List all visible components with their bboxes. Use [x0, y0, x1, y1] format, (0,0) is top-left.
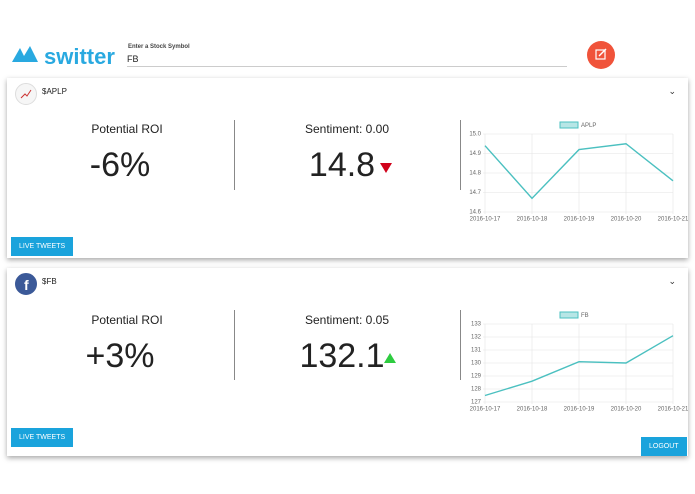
y-tick-label: 14.6 — [469, 210, 481, 216]
divider — [234, 120, 235, 190]
price: 14.8 — [308, 146, 376, 184]
sentiment-label: Sentiment: 0.00 — [304, 122, 390, 136]
y-tick-label: 15.0 — [469, 132, 481, 138]
x-tick-label: 2016-10-19 — [564, 407, 595, 413]
logout-button[interactable]: LOGOUT — [641, 437, 687, 456]
roi-value: +3% — [85, 337, 155, 375]
divider — [234, 310, 235, 380]
chart: 127 128 129 130 131 132 133 2016-10-17 2016-10-1… — [470, 311, 688, 413]
logo-icon — [12, 46, 38, 62]
logo: switter — [44, 44, 115, 69]
y-tick-label: 128 — [471, 387, 482, 393]
expand[interactable]: ⌄ — [668, 276, 676, 286]
x-tick-label: 2016-10-20 — [611, 407, 642, 413]
divider — [460, 120, 461, 190]
live-tweets-button[interactable]: LIVE TWEETS — [11, 237, 74, 256]
chart: 14.6 14.7 14.8 14.9 15.0 2016-10-17 2016-10-18… — [469, 121, 688, 223]
live-tweets-button[interactable]: LIVE TWEETS — [11, 428, 74, 447]
symbol: $FB — [42, 277, 57, 286]
legend-label: FB — [581, 313, 589, 319]
x-tick-label: 2016-10-19 — [564, 217, 595, 223]
y-tick-label: 129 — [471, 374, 482, 380]
x-tick-label: 2016-10-21 — [658, 217, 688, 223]
roi-label: Potential ROI — [91, 313, 163, 327]
input-label: Enter a Stock Symbol — [128, 44, 190, 50]
legend-swatch — [559, 311, 579, 319]
avatar — [15, 83, 37, 105]
x-tick-label: 2016-10-21 — [658, 407, 688, 413]
y-tick-label: 14.7 — [469, 190, 481, 196]
legend-swatch — [559, 121, 579, 129]
symbol-input[interactable]: FB — [127, 52, 567, 67]
x-tick-label: 2016-10-20 — [611, 217, 642, 223]
up-arrow — [384, 353, 396, 363]
roi-value: -6% — [89, 146, 151, 184]
divider — [460, 310, 461, 380]
x-tick-label: 2016-10-18 — [517, 407, 548, 413]
x-tick-label: 2016-10-17 — [470, 407, 501, 413]
y-tick-label: 14.9 — [469, 151, 481, 157]
stock-card: $APLP ⌄ Potential ROI -6% Sentiment: 0.0… — [7, 78, 688, 258]
legend-label: APLP — [581, 123, 596, 129]
line — [484, 335, 674, 397]
y-tick-label: 133 — [471, 322, 482, 328]
line — [484, 143, 674, 200]
stock-card: f $FB ⌄ Potential ROI +3% Sentiment: 0.0… — [7, 268, 688, 456]
symbol: $APLP — [42, 87, 67, 96]
x-tick-label: 2016-10-18 — [517, 217, 548, 223]
down-arrow — [380, 163, 392, 173]
y-tick-label: 14.8 — [469, 171, 481, 177]
y-tick-label: 132 — [471, 335, 482, 341]
svg-text:f: f — [24, 277, 29, 293]
avatar: f — [15, 273, 37, 295]
roi-label: Potential ROI — [91, 122, 163, 136]
y-tick-label: 130 — [471, 361, 482, 367]
y-tick-label: 131 — [471, 348, 482, 354]
y-tick-label: 127 — [471, 400, 482, 406]
expand[interactable]: ⌄ — [668, 86, 676, 96]
edit-button[interactable] — [586, 40, 616, 70]
price: 132.1 — [299, 337, 385, 375]
x-tick-label: 2016-10-17 — [470, 217, 501, 223]
sentiment-label: Sentiment: 0.05 — [304, 313, 390, 327]
